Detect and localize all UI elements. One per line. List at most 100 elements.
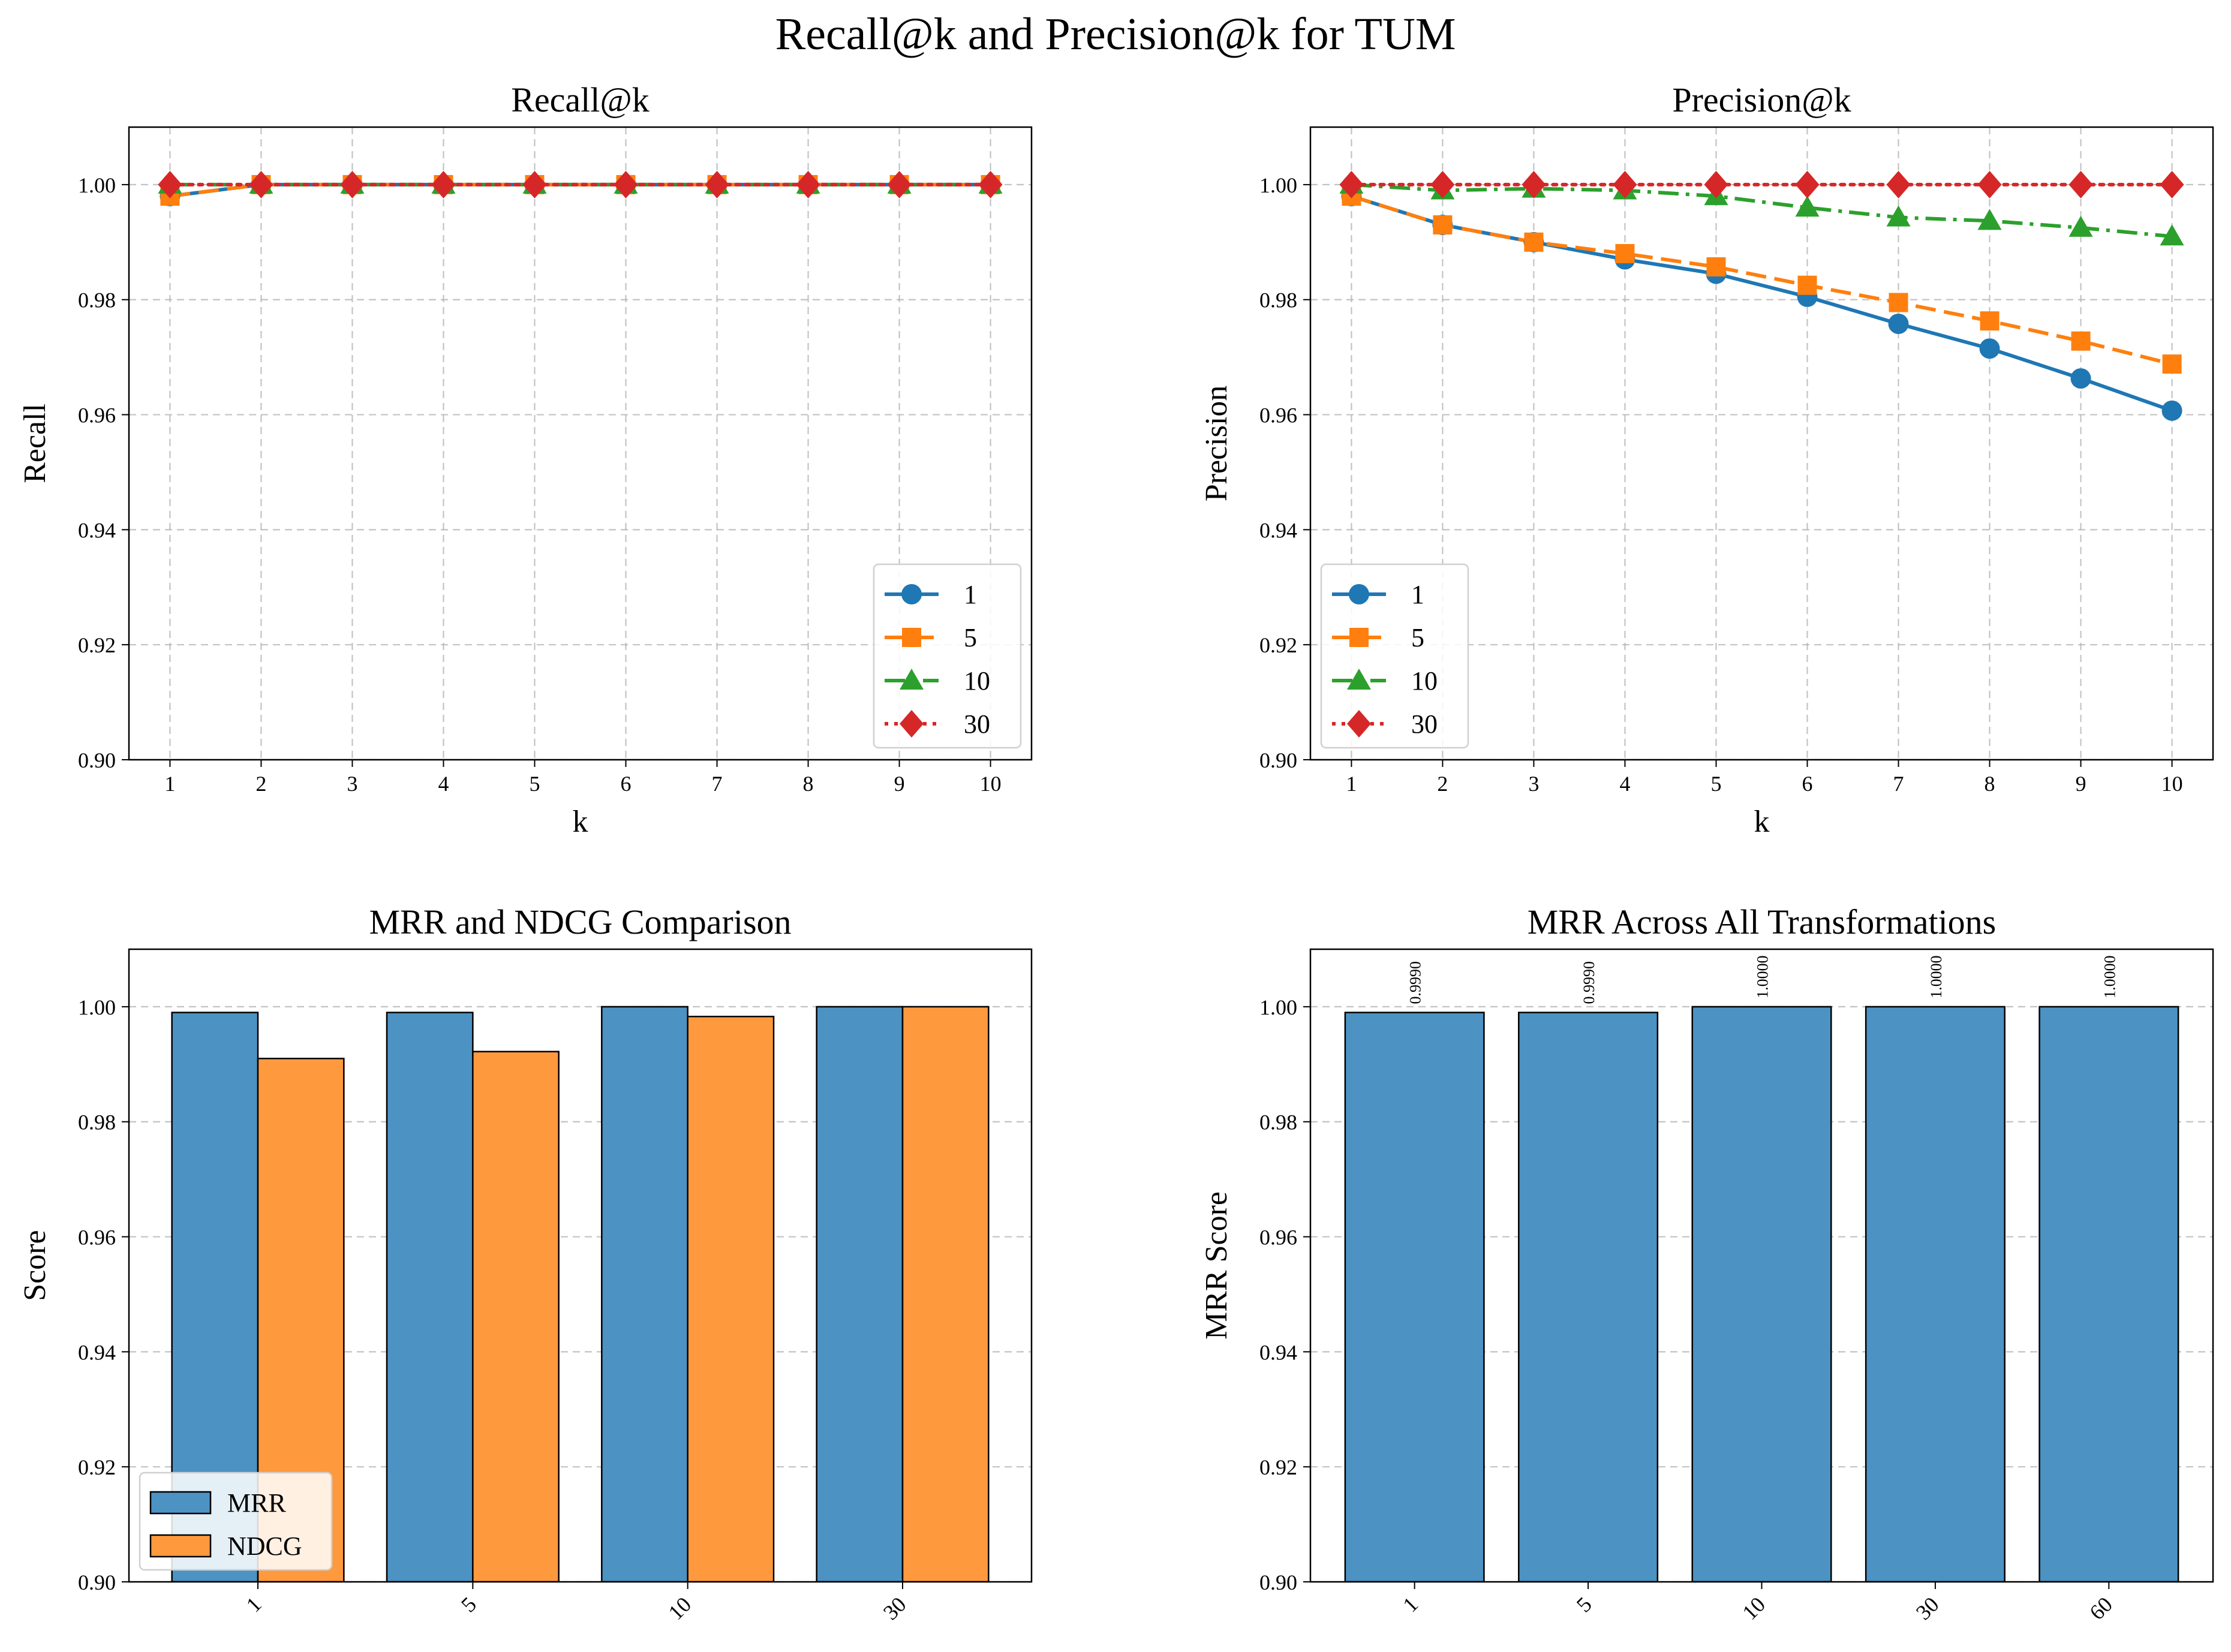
x-tick-label: 1	[1346, 772, 1357, 796]
x-tick-label: 5	[529, 772, 540, 796]
x-tick-label: 10	[2161, 772, 2183, 796]
subplot-title: Precision@k	[1672, 80, 1851, 119]
y-tick-label: 0.90	[78, 1570, 116, 1594]
x-tick-label: 6	[621, 772, 632, 796]
x-tick-label: 8	[1985, 772, 1995, 796]
legend-marker-5	[1349, 628, 1369, 647]
y-tick-label: 1.00	[78, 173, 116, 197]
legend-marker-10	[1347, 669, 1371, 690]
bar-NDCG	[687, 1015, 775, 1582]
data-point-1	[2161, 400, 2182, 421]
data-point-30	[431, 170, 456, 198]
y-axis-label: Recall	[18, 404, 52, 483]
y-tick-label: 0.98	[1259, 1111, 1297, 1135]
plot-area	[1344, 1006, 2179, 1582]
y-tick-label: 0.98	[78, 288, 116, 312]
bar-MRR	[386, 1012, 474, 1582]
bar	[1691, 1006, 1832, 1582]
x-tick-label: 4	[438, 772, 449, 796]
bar-MRR	[601, 1006, 688, 1582]
data-point-30	[2068, 170, 2093, 198]
legend-marker-10	[900, 669, 924, 690]
axes-frame	[1309, 948, 2214, 1583]
data-point-1	[1888, 314, 1909, 335]
legend-label: 5	[964, 623, 977, 652]
chart-panel-2: 0.90 0.92 0.94 0.96 0.98 1.00 1 2 3 4 5 6 7 8 9 10 Preci…	[1199, 80, 2214, 839]
y-tick-label: 1.00	[1259, 995, 1297, 1019]
data-point-30	[978, 170, 1003, 198]
data-point-30	[614, 170, 638, 198]
data-point-1	[2070, 368, 2091, 389]
figure-title: Recall@k and Precision@k for TUM	[775, 9, 1456, 59]
axes-frame	[128, 126, 1033, 761]
legend-box	[1320, 563, 1469, 749]
plot-area	[158, 170, 1003, 207]
y-tick-label: 0.96	[1259, 1226, 1297, 1250]
data-point-30	[1886, 170, 1911, 198]
series-line-5	[1351, 194, 2173, 366]
data-point-30	[705, 170, 729, 198]
y-tick-label: 0.92	[78, 1455, 116, 1479]
x-tick-label: 2	[1437, 772, 1448, 796]
axes-frame	[128, 948, 1033, 1583]
legend-marker-30	[1347, 710, 1371, 738]
x-tick-label: 3	[1528, 772, 1539, 796]
y-axis-label: MRR Score	[1199, 1191, 1234, 1340]
data-point-5	[1615, 244, 1635, 263]
series-line-5	[170, 182, 991, 198]
y-tick-label: 0.94	[1259, 518, 1297, 542]
bar-NDCG	[901, 1006, 990, 1582]
legend-swatch-NDCG	[149, 1534, 212, 1558]
data-point-5	[1706, 257, 1726, 277]
data-point-10	[2160, 224, 2184, 246]
bar	[1518, 1012, 1659, 1582]
legend-label: 1	[964, 580, 977, 609]
axes-frame	[1309, 126, 2214, 761]
bar-value-label: 0.9990	[1580, 961, 1598, 1004]
data-point-5	[1797, 275, 1817, 295]
x-tick-label: 2	[255, 772, 266, 796]
y-tick-label: 0.96	[1259, 404, 1297, 428]
y-tick-label: 0.92	[1259, 633, 1297, 657]
data-point-30	[1430, 170, 1455, 198]
data-point-10	[1977, 209, 2002, 230]
bar-MRR	[816, 1006, 904, 1582]
y-tick-label: 0.90	[78, 748, 116, 772]
legend-marker-5	[902, 628, 921, 647]
data-point-10	[1795, 195, 1820, 217]
x-tick-label: 5	[1710, 772, 1721, 796]
plot-area	[1339, 170, 2184, 421]
data-point-5	[1433, 215, 1453, 235]
x-tick-label: 1	[164, 772, 175, 796]
y-tick-label: 1.00	[78, 995, 116, 1019]
data-point-5	[1889, 293, 1908, 312]
data-point-10	[1886, 205, 1911, 227]
data-point-30	[2160, 170, 2184, 198]
subplot-title: MRR Across All Transformations	[1528, 902, 1997, 941]
x-tick-label: 7	[1893, 772, 1904, 796]
legend-label: 1	[1411, 580, 1424, 609]
data-point-5	[1524, 232, 1544, 252]
data-point-30	[887, 170, 912, 198]
bar-value-label: 1.0000	[2101, 955, 2118, 998]
x-tick-label: 8	[803, 772, 814, 796]
data-point-30	[522, 170, 547, 198]
bar-value-label: 0.9990	[1407, 961, 1424, 1004]
data-point-10	[2068, 215, 2093, 237]
legend-label: 10	[964, 666, 990, 696]
y-axis-label: Precision	[1199, 386, 1234, 502]
x-tick-label: 10	[980, 772, 1002, 796]
legend-label: 30	[964, 709, 990, 739]
x-tick-label: 9	[2076, 772, 2086, 796]
data-point-1	[1979, 338, 2000, 359]
legend: 1 5 10 30	[873, 563, 1022, 749]
y-tick-label: 0.92	[1259, 1455, 1297, 1479]
bar-value-label: 1.0000	[1754, 955, 1772, 998]
y-tick-label: 0.94	[78, 518, 116, 542]
bar	[1865, 1006, 2006, 1582]
legend-swatch-MRR	[149, 1491, 212, 1515]
bar	[2038, 1006, 2179, 1582]
data-point-30	[1795, 170, 1820, 198]
